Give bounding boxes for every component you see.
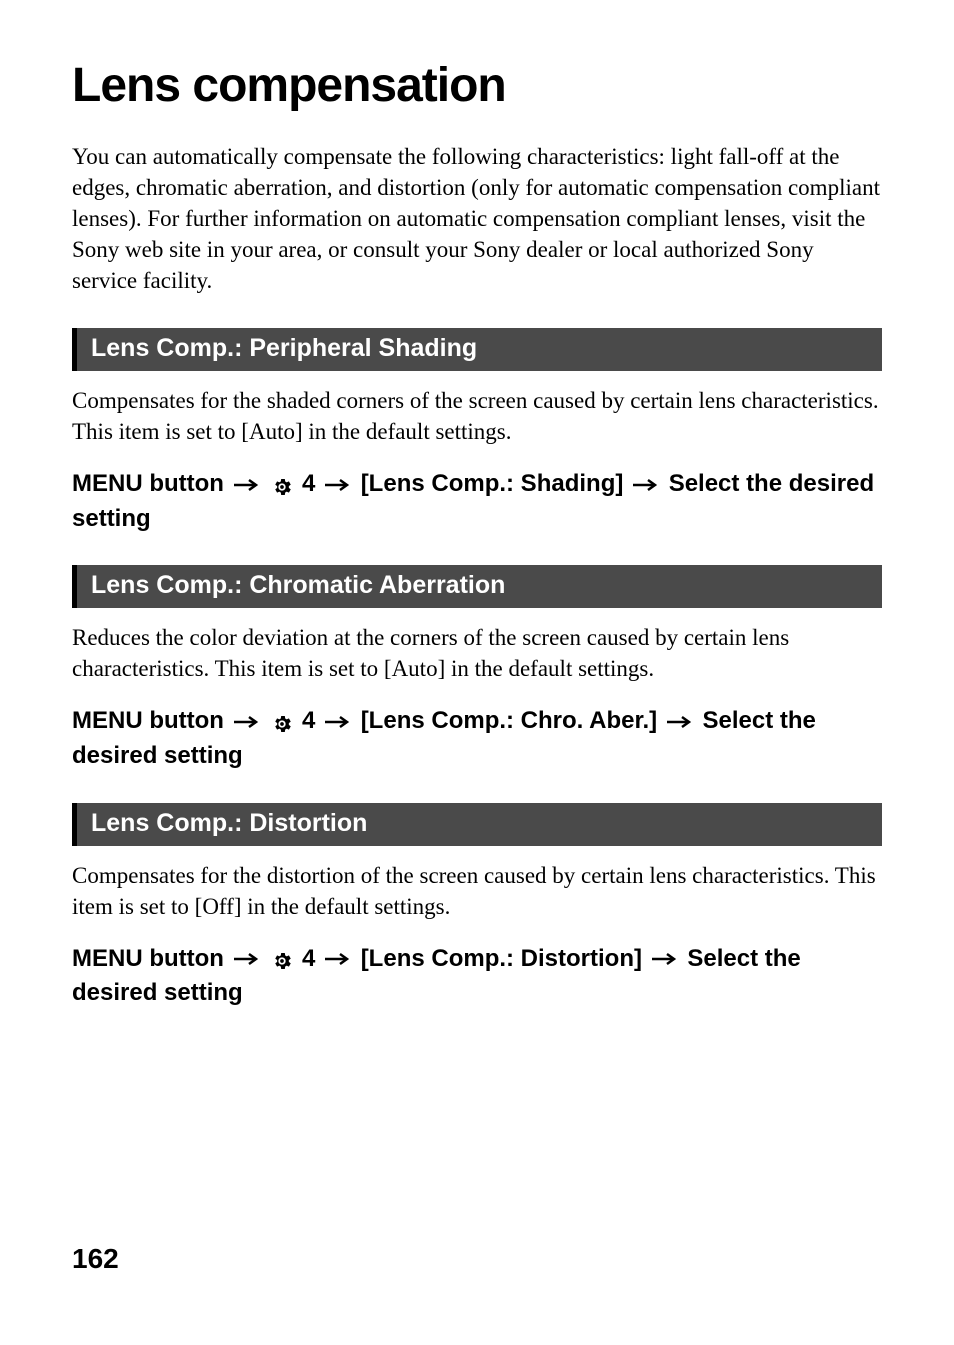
section-text-chromatic-aberration: Reduces the color deviation at the corne…	[72, 622, 882, 684]
menu-path-distortion: MENU button 4 [Lens Comp.: Distortion] S…	[72, 942, 882, 1010]
page-title: Lens compensation	[72, 58, 882, 113]
arrow-icon	[666, 705, 694, 739]
gear-icon	[271, 474, 293, 496]
arrow-icon	[632, 468, 660, 502]
gear-icon	[271, 948, 293, 970]
section-text-distortion: Compensates for the distortion of the sc…	[72, 860, 882, 922]
menu-item: [Lens Comp.: Shading]	[361, 470, 624, 497]
intro-paragraph: You can automatically compensate the fol…	[72, 141, 882, 296]
menu-item: [Lens Comp.: Chro. Aber.]	[361, 707, 657, 734]
menu-path-peripheral-shading: MENU button 4 [Lens Comp.: Shading] Sele…	[72, 467, 882, 535]
menu-prefix: MENU button	[72, 470, 224, 497]
arrow-icon	[233, 468, 261, 502]
arrow-icon	[233, 705, 261, 739]
menu-number: 4	[302, 945, 315, 972]
section-text-peripheral-shading: Compensates for the shaded corners of th…	[72, 385, 882, 447]
arrow-icon	[233, 942, 261, 976]
arrow-icon	[324, 705, 352, 739]
arrow-icon	[651, 942, 679, 976]
menu-item: [Lens Comp.: Distortion]	[361, 945, 642, 972]
section-header-chromatic-aberration: Lens Comp.: Chromatic Aberration	[72, 565, 882, 608]
section-header-distortion: Lens Comp.: Distortion	[72, 803, 882, 846]
section-header-peripheral-shading: Lens Comp.: Peripheral Shading	[72, 328, 882, 371]
arrow-icon	[324, 468, 352, 502]
gear-icon	[271, 711, 293, 733]
arrow-icon	[324, 942, 352, 976]
menu-path-chromatic-aberration: MENU button 4 [Lens Comp.: Chro. Aber.] …	[72, 704, 882, 772]
menu-number: 4	[302, 707, 315, 734]
page-number: 162	[72, 1243, 119, 1275]
menu-number: 4	[302, 470, 315, 497]
menu-prefix: MENU button	[72, 945, 224, 972]
menu-prefix: MENU button	[72, 707, 224, 734]
